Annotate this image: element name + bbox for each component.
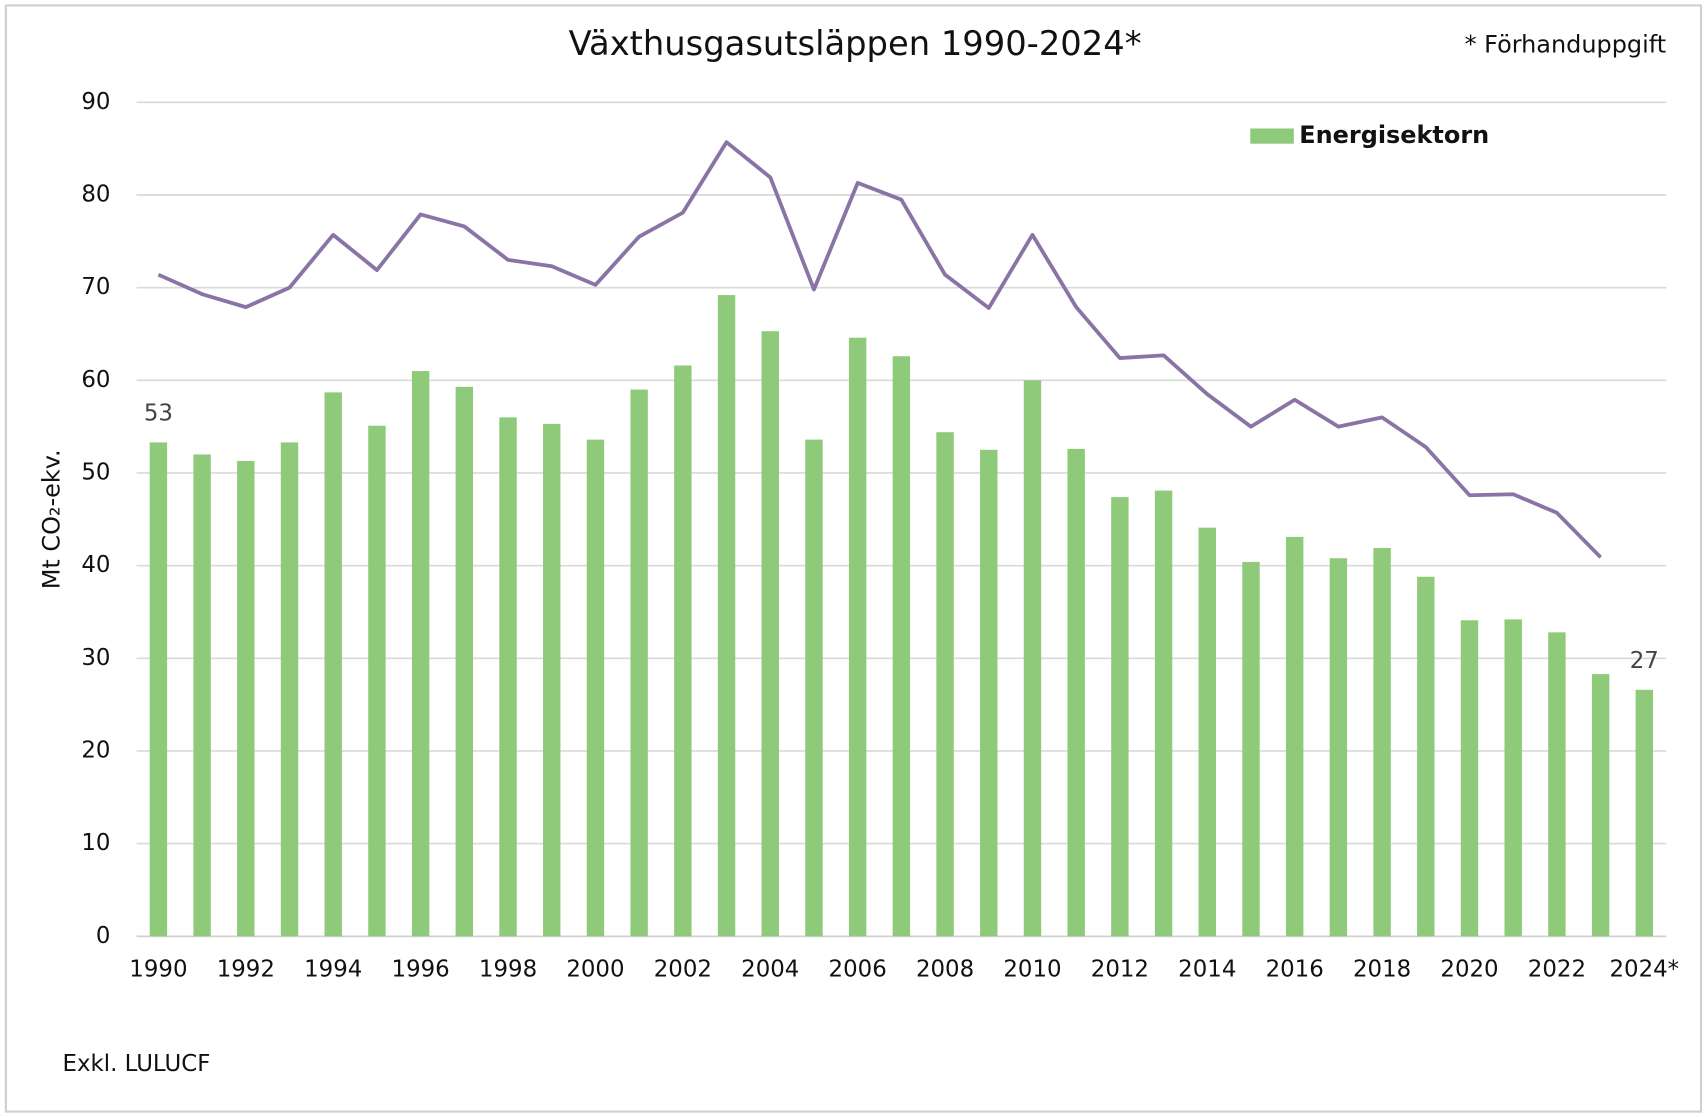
bar [499, 417, 517, 937]
bar [193, 454, 211, 937]
x-tick-label: 2000 [566, 957, 624, 983]
y-tick-label: 20 [81, 737, 110, 763]
bar [455, 386, 474, 937]
bar [1242, 561, 1260, 937]
legend-swatch [1250, 128, 1294, 144]
x-tick-label: 2006 [829, 957, 887, 983]
bar [1460, 620, 1479, 937]
x-tick-label: 1998 [479, 957, 537, 983]
x-tick-label: 2008 [916, 957, 974, 983]
x-tick-label: 2012 [1091, 957, 1149, 983]
y-axis-title: Mt CO₂-ekv. [38, 449, 66, 589]
bar [892, 356, 911, 937]
bar [1111, 497, 1129, 937]
y-tick-label: 80 [81, 181, 110, 207]
bar [237, 460, 255, 937]
bar [1023, 380, 1042, 937]
x-tick-label: 2022 [1528, 957, 1586, 983]
bar [149, 442, 168, 937]
x-tick-label: 2010 [1003, 957, 1061, 983]
y-tick-label: 10 [81, 830, 110, 856]
x-tick-label: 1996 [392, 957, 450, 983]
bar [1373, 548, 1391, 937]
bar [280, 442, 299, 937]
bar [1154, 490, 1173, 937]
x-tick-label: 2014 [1178, 957, 1236, 983]
x-tick-label: 1992 [217, 957, 275, 983]
line [157, 140, 1602, 559]
bar [1591, 674, 1610, 937]
bar [717, 295, 736, 937]
y-tick-label: 70 [81, 274, 110, 300]
bar [368, 425, 386, 937]
x-tick-label: 2018 [1353, 957, 1411, 983]
bar [805, 439, 823, 937]
y-tick-label: 90 [81, 89, 110, 115]
bar [324, 392, 342, 937]
bar [1635, 689, 1654, 937]
x-tick-label: 1990 [129, 957, 187, 983]
bar [411, 371, 430, 937]
bar [1285, 536, 1304, 937]
bar [630, 389, 648, 937]
y-tick-label: 60 [81, 367, 110, 393]
data-label: 27 [1630, 648, 1659, 674]
x-tick-label: 2004 [741, 957, 799, 983]
x-tick-label: 2002 [654, 957, 712, 983]
x-tick-label: 1994 [304, 957, 362, 983]
x-tick-label: 2020 [1440, 957, 1498, 983]
chart-title: Växthusgasutsläppen 1990-2024* [569, 24, 1142, 63]
y-tick-label: 30 [81, 645, 110, 671]
bar [586, 439, 605, 937]
bar [936, 432, 954, 937]
bar [674, 365, 692, 937]
legend-label: Energisektorn [1299, 121, 1489, 149]
bar [848, 337, 867, 937]
bar [1548, 632, 1566, 937]
footnote: Exkl. LULUCF [63, 1051, 211, 1077]
bar [1329, 558, 1348, 937]
bar [761, 331, 779, 937]
y-tick-label: 0 [96, 923, 111, 949]
note: * Förhanduppgift [1465, 31, 1667, 59]
y-tick-label: 40 [81, 552, 110, 578]
x-tick-label: 2016 [1266, 957, 1324, 983]
bar [1417, 576, 1435, 937]
y-tick-label: 50 [81, 459, 110, 485]
bar [980, 449, 998, 937]
data-label: 53 [144, 401, 173, 427]
x-tick-label: 2024* [1610, 957, 1680, 983]
bar [1198, 527, 1216, 937]
bar [1067, 448, 1085, 937]
bar [543, 423, 561, 937]
bar [1504, 619, 1522, 937]
